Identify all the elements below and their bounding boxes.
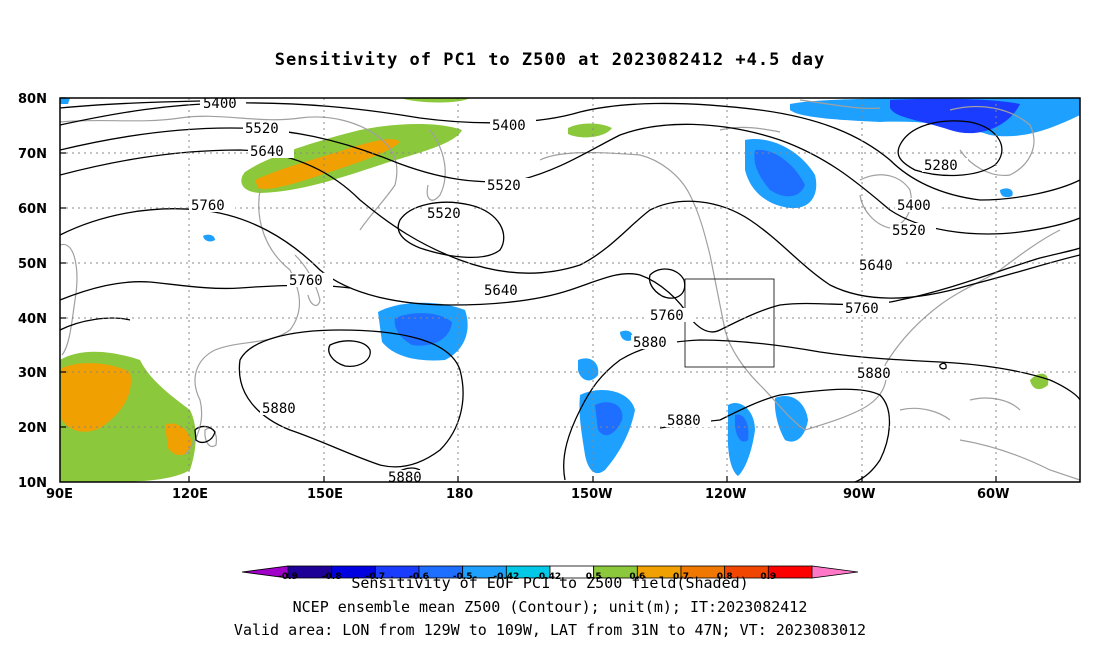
contour-label: 5640	[250, 144, 284, 160]
positive-shading-arctic	[400, 98, 470, 103]
contour-label: 5880	[857, 366, 891, 382]
colorbar-label: 0.42	[539, 572, 561, 582]
lon-tick-label: 90E	[46, 487, 73, 502]
negative-shading-small1	[203, 234, 215, 242]
contour-label: 5760	[289, 273, 323, 289]
contour-5400-north	[60, 100, 201, 109]
lon-tick-label: 150E	[307, 487, 343, 502]
colorbar-label: 0.8	[717, 572, 733, 582]
contour-5880-inner	[328, 340, 371, 367]
contour-label: 5520	[427, 206, 461, 222]
lat-tick-label: 10N	[18, 476, 47, 491]
contour-5880-east2	[659, 388, 891, 482]
lon-tick-label: 90W	[843, 487, 875, 502]
lat-tick-label: 60N	[18, 202, 47, 217]
contour-label: 5640	[859, 258, 893, 274]
coastline-kamchatka	[426, 129, 446, 201]
coastline-gulf-mexico	[804, 364, 887, 431]
positive-shading-bering	[568, 123, 612, 138]
colorbar-label: -0.8	[322, 572, 342, 582]
contour-label: 5760	[845, 301, 879, 317]
contour-5760	[60, 208, 1080, 333]
contour-label: 5400	[203, 96, 237, 112]
lon-tick-label: 150W	[571, 487, 612, 502]
contour-label: 5280	[924, 158, 958, 174]
colorbar-label: -0.7	[365, 572, 385, 582]
colorbar-label: -0.42	[493, 572, 519, 582]
positive-shading-asia-north-core	[255, 139, 400, 189]
positive-shading-se-asia-core	[62, 363, 131, 432]
coastline-arctic-islands	[719, 99, 881, 133]
negative-shading-mexico-core	[735, 414, 749, 442]
coastline-caribbean	[899, 397, 1021, 421]
coastline-asia-north	[60, 115, 398, 231]
plot-frame	[59, 97, 1081, 483]
positive-shading-se-asia-core2	[165, 423, 192, 456]
contour-5880-sea	[194, 425, 216, 443]
lon-tick-label: 120E	[172, 487, 208, 502]
contour-label: 5760	[650, 308, 684, 324]
contour-label: 5760	[191, 198, 225, 214]
map-title: Sensitivity of PC1 to Z500 at 2023082412…	[274, 50, 826, 70]
lat-tick-label: 70N	[18, 147, 47, 162]
contour-label: 5640	[484, 283, 518, 299]
contour-label: 5880	[388, 470, 422, 486]
lat-tick-label: 30N	[18, 366, 47, 381]
coastline-north-america-east	[884, 229, 1061, 366]
colorbar-label: -0.6	[409, 572, 429, 582]
contour-5880-east	[563, 339, 1080, 481]
contour-label: 5520	[245, 121, 279, 137]
lat-tick-label: 20N	[18, 421, 47, 436]
lon-tick-label: 120W	[705, 487, 746, 502]
colorbar-label: 0.9	[760, 572, 776, 582]
contour-label: 5520	[892, 223, 926, 239]
contour-5280-low	[897, 120, 1003, 177]
plot-area	[60, 98, 1080, 482]
coastline-hudson	[859, 174, 912, 229]
coastline-south-america	[959, 439, 1080, 481]
colorbar-label: 0.7	[673, 572, 689, 582]
contour-5760-loop	[648, 268, 686, 299]
colorbar-label: -0.9	[278, 572, 298, 582]
coastline-india	[60, 243, 78, 356]
colorbar-label: -0.5	[453, 572, 473, 582]
coastlines	[60, 99, 1080, 481]
footer-line-2: NCEP ensemble mean Z500 (Contour); unit(…	[292, 598, 808, 616]
lat-tick-label: 80N	[18, 92, 47, 107]
negative-shading-small3	[1000, 188, 1013, 198]
colorbar-label: 0.5	[586, 572, 602, 582]
contour-5880-small	[939, 362, 947, 370]
contour-label: 5880	[633, 335, 667, 351]
negative-shading-hawaii-north	[578, 358, 599, 381]
valid-area-box	[684, 278, 775, 368]
negative-shading-small4	[60, 98, 70, 104]
colorbar-segment	[811, 565, 859, 579]
lon-tick-label: 60W	[977, 487, 1009, 502]
coastline-north-america-west	[709, 254, 806, 431]
negative-shading-pacific-mid-core	[394, 313, 452, 346]
negative-shading-small2	[620, 330, 633, 341]
coastline-alaska	[539, 151, 711, 256]
colorbar-label: 0.6	[629, 572, 645, 582]
contour-label: 5880	[262, 401, 296, 417]
contour-5520	[60, 123, 1080, 235]
contour-label: 5400	[492, 118, 526, 134]
contour-5880	[60, 317, 131, 331]
negative-shading-canada-core	[754, 149, 805, 197]
coastline-japan	[294, 254, 321, 307]
contour-label: 5520	[487, 178, 521, 194]
lat-tick-label: 40N	[18, 312, 47, 327]
footer-line-3: Valid area: LON from 129W to 109W, LAT f…	[233, 621, 867, 639]
lon-tick-label: 180	[446, 487, 473, 502]
coastline-china	[184, 189, 301, 456]
contour-5520-low	[397, 201, 505, 259]
contour-label: 5880	[667, 413, 701, 429]
lat-tick-label: 50N	[18, 257, 47, 272]
footer-line-1: Sensitivity of EOF PC1 to Z500 field(Sha…	[351, 574, 749, 592]
colorbar: -0.9 -0.8 -0.7 -0.6 -0.5 -0.42 0.42 0.5 0.6 0.7 0.…	[241, 565, 859, 582]
contour-5880-central	[238, 329, 464, 468]
tick-marks	[60, 97, 997, 482]
contour-label: 5400	[897, 198, 931, 214]
